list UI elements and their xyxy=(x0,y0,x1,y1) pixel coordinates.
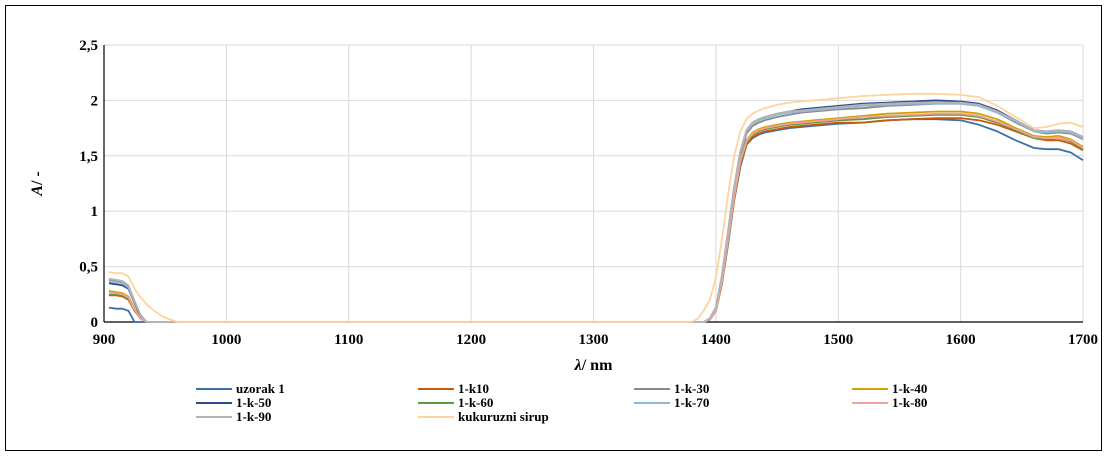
x-tick-label: 1300 xyxy=(579,332,609,348)
legend-item: 1-k10 xyxy=(418,381,489,396)
series-line-uzorak-1 xyxy=(108,118,1084,323)
line-chart: 900 1000 1100 1200 1300 1400 1500 1600 1700 0 0,5 1… xyxy=(29,38,1098,424)
legend-label: 1-k-80 xyxy=(892,395,927,410)
legend-label: 1-k-90 xyxy=(236,409,271,424)
legend-item: 1-k-90 xyxy=(196,409,271,424)
legend-label: 1-k-30 xyxy=(674,381,709,396)
legend-item: 1-k-30 xyxy=(634,381,709,396)
series-line-1-k-40 xyxy=(108,110,1084,323)
x-tick-label: 1500 xyxy=(823,332,853,348)
legend-label: 1-k-70 xyxy=(674,395,709,410)
legend-item: uzorak 1 xyxy=(196,381,285,396)
series-line-1-k-60 xyxy=(108,113,1084,323)
x-axis-title: λ/ nm xyxy=(574,357,613,374)
legend: uzorak 1 1-k10 1-k-30 1-k-40 1-k-50 1-k-60 1-k… xyxy=(196,381,927,424)
series-line-1-k-70 xyxy=(108,102,1084,323)
x-axis-symbol: λ xyxy=(574,357,582,374)
legend-item: 1-k-50 xyxy=(196,395,271,410)
legend-item: kukuruzni sirup xyxy=(418,409,549,424)
y-tick-label: 2 xyxy=(91,93,99,109)
legend-item: 1-k-80 xyxy=(852,395,927,410)
series-line-1-k-80 xyxy=(108,112,1084,323)
y-tick-label: 1,5 xyxy=(79,149,98,165)
series-line-kukuruzni-sirup xyxy=(108,92,1084,323)
legend-label: 1-k-40 xyxy=(892,381,927,396)
y-tick-label: 2,5 xyxy=(79,38,98,54)
legend-item: 1-k-40 xyxy=(852,381,927,396)
x-tick-label: 1100 xyxy=(334,332,363,348)
series-line-1-k-30 xyxy=(108,102,1084,323)
y-axis-title: A/ - xyxy=(29,171,46,196)
series-group xyxy=(108,92,1084,323)
tick-labels: 900 1000 1100 1200 1300 1400 1500 1600 1700 0 0,5 1… xyxy=(79,38,1098,348)
legend-label: kukuruzni sirup xyxy=(458,409,549,424)
x-tick-label: 1400 xyxy=(701,332,731,348)
chart-frame: 900 1000 1100 1200 1300 1400 1500 1600 1700 0 0,5 1… xyxy=(5,5,1102,451)
legend-label: 1-k-60 xyxy=(458,395,493,410)
y-tick-label: 1 xyxy=(91,204,99,220)
series-line-1-k10 xyxy=(108,117,1084,323)
series-line-1-k-90 xyxy=(108,101,1084,323)
x-tick-label: 900 xyxy=(93,332,116,348)
y-axis-unit: / - xyxy=(29,171,46,186)
y-axis-symbol: A xyxy=(29,185,46,197)
grid xyxy=(103,44,1084,323)
legend-item: 1-k-60 xyxy=(418,395,493,410)
legend-item: 1-k-70 xyxy=(634,395,709,410)
x-tick-label: 1600 xyxy=(946,332,976,348)
x-tick-label: 1200 xyxy=(456,332,486,348)
legend-label: 1-k-50 xyxy=(236,395,271,410)
legend-label: 1-k10 xyxy=(458,381,489,396)
x-axis-unit: / nm xyxy=(581,357,613,374)
x-tick-label: 1700 xyxy=(1068,332,1098,348)
y-tick-label: 0 xyxy=(91,315,99,331)
x-tick-label: 1000 xyxy=(211,332,241,348)
y-tick-label: 0,5 xyxy=(79,260,98,276)
legend-label: uzorak 1 xyxy=(236,381,285,396)
